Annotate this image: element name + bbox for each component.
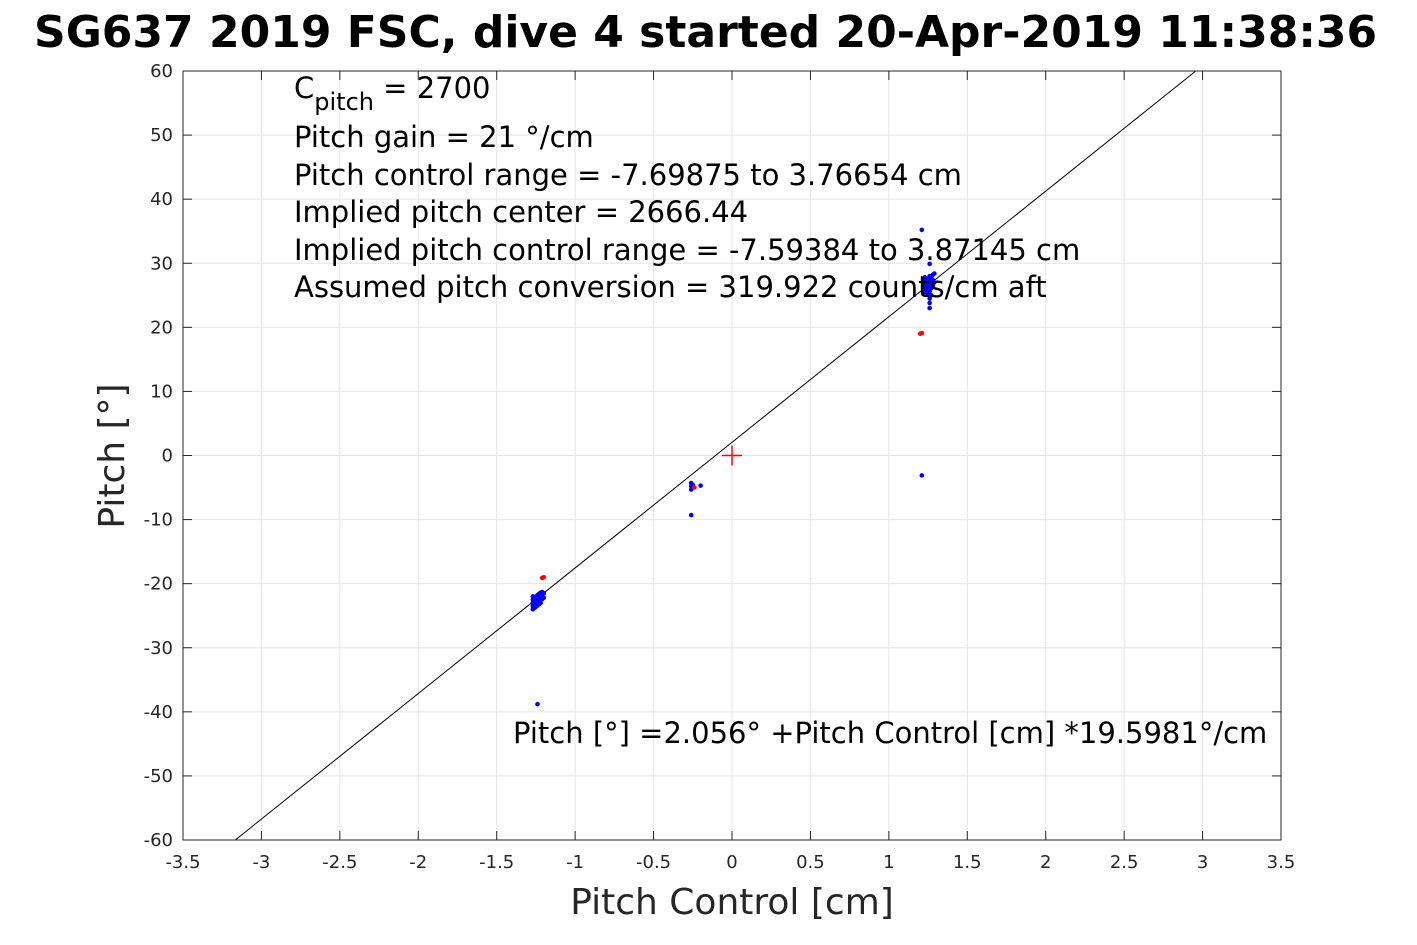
y-tick-label: -30 (144, 638, 173, 659)
center-cross-marker (722, 445, 742, 466)
y-tick-label: -60 (144, 830, 173, 851)
x-tick-label: 2 (1040, 852, 1051, 873)
y-tick-label: 10 (150, 381, 173, 402)
annotation-line-pitch-gain: Pitch gain = 21 °/cm (294, 120, 594, 154)
y-tick-labels: 60 50 40 30 20 10 0 -10 -20 -30 -40 -50 -60 (144, 61, 173, 851)
x-tick-label: -3 (252, 852, 270, 873)
cpitch-prefix: C (294, 71, 314, 105)
y-tick-label: 20 (150, 317, 173, 338)
axis-ticks (182, 70, 1282, 841)
y-tick-label: -50 (144, 766, 173, 787)
annotation-line-conversion: Assumed pitch conversion = 319.922 count… (294, 270, 1047, 304)
y-tick-label: 40 (150, 189, 173, 210)
x-tick-label: 0 (726, 852, 737, 873)
blue-data-point (927, 305, 932, 311)
x-tick-label: -0.5 (636, 852, 671, 873)
points-layer (530, 227, 937, 707)
x-tick-label: 3.5 (1267, 852, 1296, 873)
fit-line-layer (235, 70, 1197, 841)
plot-area (182, 70, 1282, 841)
x-tick-label: -1 (566, 852, 584, 873)
x-tick-label: 3 (1197, 852, 1208, 873)
blue-data-point (541, 595, 547, 601)
chart-title: SG637 2019 FSC, dive 4 started 20-Apr-20… (34, 7, 1377, 58)
y-tick-label: -10 (144, 510, 173, 531)
annotation-line-pitch-center: Implied pitch center = 2666.44 (294, 195, 748, 229)
y-axis-label: Pitch [°] (92, 383, 133, 528)
red-data-point (692, 485, 697, 490)
blue-data-point (932, 271, 937, 276)
y-tick-label: 30 (150, 253, 173, 274)
x-tick-label: 2.5 (1110, 852, 1139, 873)
y-tick-label: 0 (162, 446, 173, 467)
blue-data-point (932, 280, 937, 285)
y-tick-label: -20 (144, 574, 173, 595)
y-tick-label: -40 (144, 702, 173, 723)
blue-data-point (541, 590, 547, 596)
blue-data-point (927, 261, 932, 267)
x-axis-label: Pitch Control [cm] (570, 882, 894, 923)
red-data-point (539, 575, 545, 581)
y-tick-label: 50 (150, 125, 173, 146)
blue-data-point (928, 292, 934, 298)
x-tick-label: 1.5 (953, 852, 982, 873)
fit-equation: Pitch [°] =2.056° +Pitch Control [cm] *1… (513, 716, 1267, 750)
center-marker-layer (722, 445, 742, 466)
x-tick-label: -3.5 (165, 852, 200, 873)
x-tick-label: -2 (409, 852, 427, 873)
x-tick-label: -1.5 (479, 852, 514, 873)
x-tick-labels: -3.5 -3 -2.5 -2 -1.5 -1 -0.5 0 0.5 1 1.5 2 2.5 3 3.5 (165, 852, 1295, 873)
blue-data-point (919, 473, 925, 478)
annotation-cpitch: Cpitch = 2700 (294, 71, 491, 116)
annotation-block: Cpitch = 2700 Pitch gain = 21 °/cm Pitch… (294, 71, 1080, 304)
cpitch-subscript: pitch (314, 88, 374, 116)
y-tick-label: 60 (150, 61, 173, 82)
blue-data-point (927, 300, 932, 306)
blue-data-point (919, 227, 925, 233)
x-tick-label: 0.5 (796, 852, 825, 873)
blue-data-point (688, 512, 694, 518)
blue-data-point (538, 600, 543, 606)
blue-data-point (698, 483, 703, 488)
annotation-line-implied-range: Implied pitch control range = -7.59384 t… (294, 233, 1080, 267)
annotation-line-control-range: Pitch control range = -7.69875 to 3.7665… (294, 158, 962, 192)
x-tick-label: -2.5 (322, 852, 357, 873)
x-tick-label: 1 (883, 852, 894, 873)
red-data-point (919, 330, 925, 336)
cpitch-value: = 2700 (374, 71, 491, 105)
blue-data-point (535, 701, 540, 707)
fit-line (235, 70, 1197, 841)
